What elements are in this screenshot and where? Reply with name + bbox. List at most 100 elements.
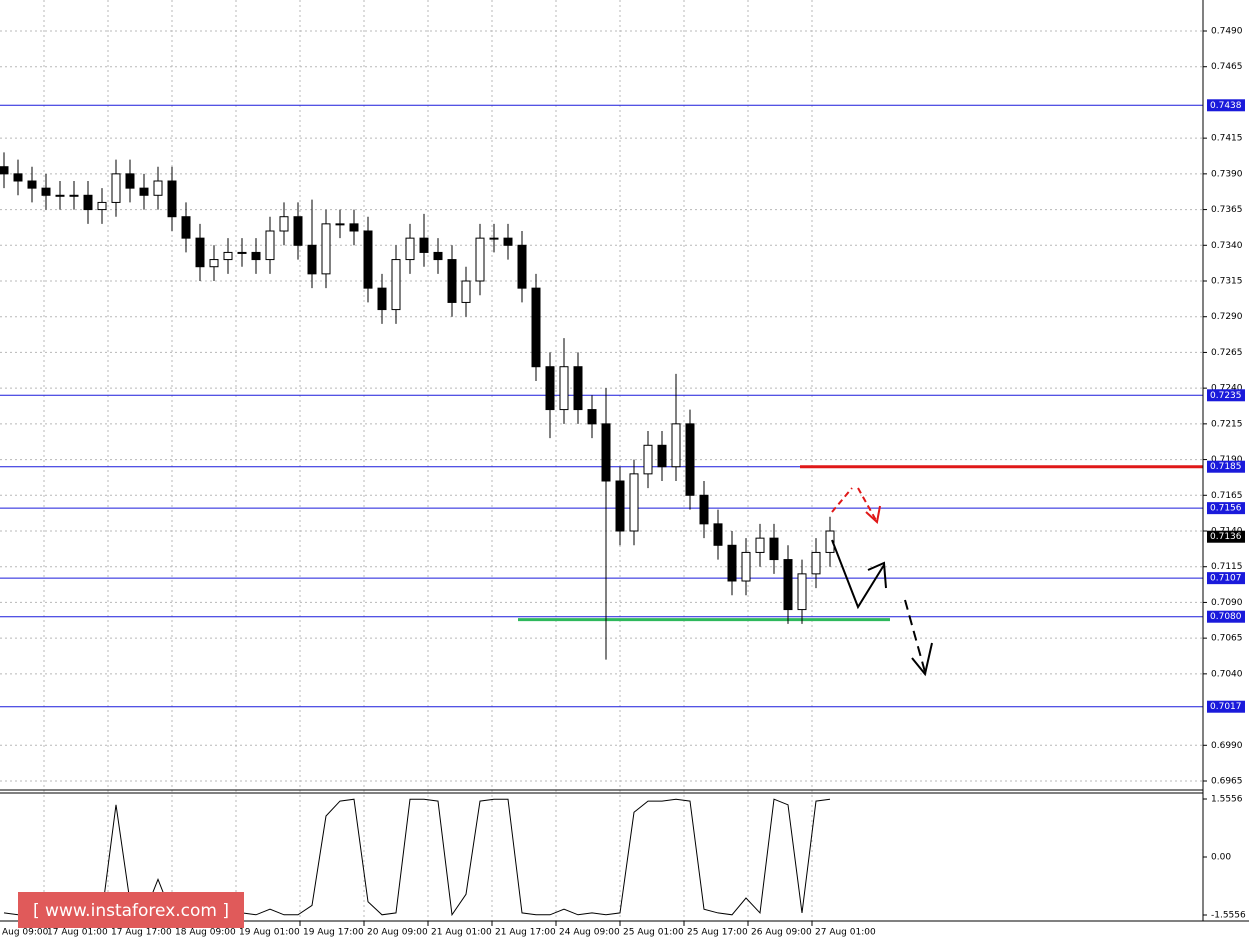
- y-tick-label: 0.7240: [1211, 384, 1243, 394]
- level-label: 0.7438: [1210, 101, 1242, 111]
- candle-body: [783, 559, 793, 611]
- x-tick-label: 17 Aug 01:00: [47, 928, 108, 938]
- candle-body: [419, 237, 429, 253]
- y-tick-label: 0.7115: [1211, 562, 1243, 572]
- y-tick-label: 0.7490: [1211, 27, 1243, 37]
- y-tick-label: 0.7040: [1211, 669, 1243, 679]
- candle-body: [601, 423, 611, 482]
- candle-body: [629, 473, 639, 532]
- x-tick-label: 17 Aug 17:00: [111, 928, 172, 938]
- candle-body: [825, 530, 835, 553]
- x-tick-label: 21 Aug 01:00: [431, 928, 492, 938]
- candle-body: [265, 230, 275, 261]
- candle-body: [153, 180, 163, 196]
- x-tick-label: 18 Aug 09:00: [175, 928, 236, 938]
- arrow-head: [865, 505, 881, 524]
- x-tick-label: 26 Aug 09:00: [751, 928, 812, 938]
- y-tick-label: 0.7215: [1211, 419, 1243, 429]
- candle-body: [55, 194, 65, 197]
- price-label: 0.7136: [1210, 532, 1242, 542]
- candle-body: [587, 409, 597, 425]
- y-tick-label: 0.7340: [1211, 241, 1243, 251]
- indicator-tick-label: 0.00: [1211, 853, 1231, 863]
- candle-body: [335, 223, 345, 226]
- candle-body: [685, 423, 695, 496]
- level-label-box: [1207, 389, 1245, 402]
- indicator-tick-label: -1.5556: [1211, 911, 1246, 921]
- level-label: 0.7156: [1210, 504, 1242, 514]
- y-tick-label: 0.7065: [1211, 634, 1243, 644]
- candle-body: [433, 251, 443, 261]
- candle-body: [251, 251, 261, 261]
- y-tick-label: 0.7190: [1211, 455, 1243, 465]
- level-label: 0.7080: [1210, 612, 1242, 622]
- level-label: 0.7235: [1210, 391, 1242, 401]
- candle-body: [461, 280, 471, 303]
- candle-body: [111, 173, 121, 203]
- y-tick-label: 0.7365: [1211, 205, 1243, 215]
- y-tick-label: 0.7390: [1211, 169, 1243, 179]
- level-label-box: [1207, 460, 1245, 473]
- arrow: [831, 487, 853, 513]
- candle-body: [713, 523, 723, 546]
- candle-body: [307, 244, 317, 275]
- x-tick-label: 27 Aug 01:00: [815, 928, 876, 938]
- candle-body: [573, 366, 583, 411]
- x-tick-label: 25 Aug 17:00: [687, 928, 748, 938]
- candle-body: [671, 423, 681, 468]
- candle-body: [755, 537, 765, 553]
- candle-body: [797, 573, 807, 611]
- level-label-box: [1207, 572, 1245, 585]
- candle-body: [517, 244, 527, 289]
- candle-body: [13, 173, 23, 182]
- arrow: [857, 487, 878, 523]
- y-tick-label: 0.6965: [1211, 777, 1243, 787]
- candle-body: [545, 366, 555, 411]
- candle-body: [223, 251, 233, 261]
- candle-body: [279, 216, 289, 232]
- level-label: 0.7107: [1210, 574, 1242, 584]
- y-tick-label: 0.7465: [1211, 62, 1243, 72]
- candle-body: [489, 237, 499, 240]
- x-tick-label: 25 Aug 01:00: [623, 928, 684, 938]
- candle-body: [377, 287, 387, 311]
- level-label-box: [1207, 610, 1245, 623]
- candle-body: [475, 237, 485, 282]
- price-label-box: [1207, 530, 1245, 543]
- candle-body: [0, 166, 9, 175]
- candle-body: [321, 223, 331, 275]
- candle-body: [237, 251, 247, 254]
- candle-body: [69, 194, 79, 197]
- candle-body: [699, 494, 709, 525]
- candle-body: [349, 223, 359, 232]
- x-tick-label: 21 Aug 17:00: [495, 928, 556, 938]
- level-label-box: [1207, 502, 1245, 515]
- candle-body: [181, 216, 191, 239]
- x-tick-label: 19 Aug 01:00: [239, 928, 300, 938]
- x-tick-label: Aug 09:00: [2, 928, 49, 938]
- forecast-arrows: [831, 487, 933, 677]
- candle-body: [559, 366, 569, 411]
- candle-body: [391, 259, 401, 311]
- candle-body: [615, 480, 625, 532]
- candle-body: [363, 230, 373, 289]
- candle-body: [405, 237, 415, 261]
- x-tick-label: 19 Aug 17:00: [303, 928, 364, 938]
- watermark: [ www.instaforex.com ]: [33, 901, 229, 921]
- indicator-tick-label: 1.5556: [1211, 794, 1243, 804]
- y-tick-label: 0.6990: [1211, 741, 1243, 751]
- x-tick-label: 20 Aug 09:00: [367, 928, 428, 938]
- candle-body: [27, 180, 37, 189]
- candle-body: [769, 537, 779, 561]
- y-tick-label: 0.7090: [1211, 598, 1243, 608]
- y-tick-label: 0.7315: [1211, 277, 1243, 287]
- candle-body: [657, 444, 667, 468]
- arrow-head: [867, 561, 887, 589]
- arrow: [831, 539, 885, 610]
- arrow: [904, 599, 926, 673]
- y-tick-label: 0.7290: [1211, 312, 1243, 322]
- candle-body: [209, 259, 219, 268]
- candle-body: [447, 259, 457, 303]
